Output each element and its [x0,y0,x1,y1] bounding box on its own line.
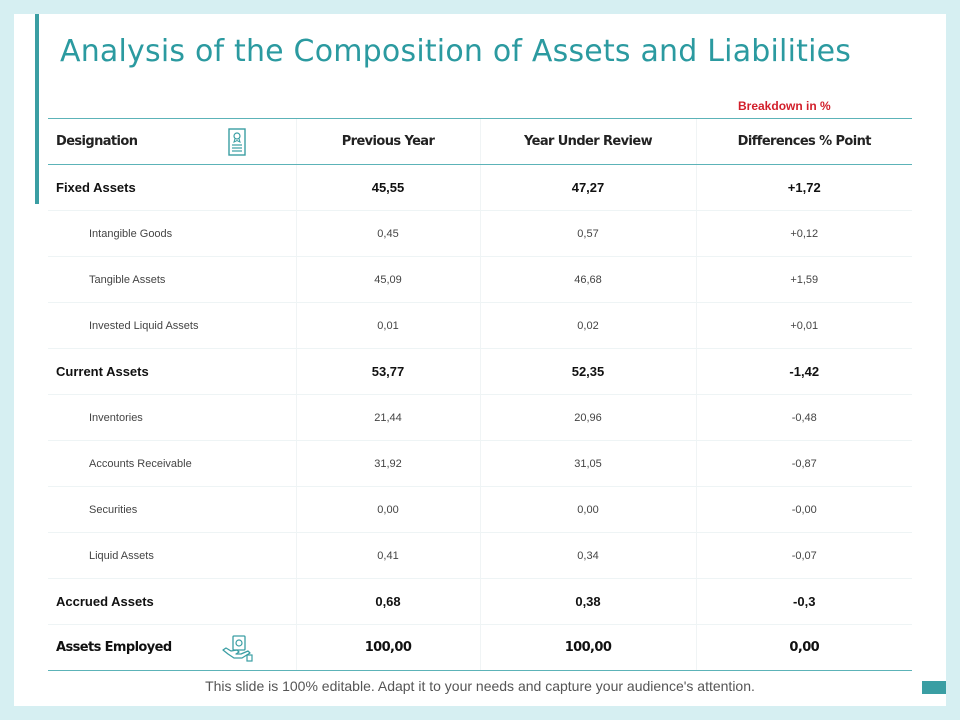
table-row: Fixed Assets 45,55 47,27 +1,72 [48,164,912,211]
review-year-value: 31,05 [479,440,696,487]
table-row: Tangible Assets 45,09 46,68 +1,59 [48,256,912,303]
review-year-value: 0,34 [479,532,696,579]
header-designation: Designation [56,134,138,149]
table-header-row: Designation Previous Year Year Under Rev… [48,118,912,165]
table-row: Intangible Goods 0,45 0,57 +0,12 [48,210,912,257]
previous-year-value: 0,68 [295,578,480,625]
previous-year-value: 0,41 [295,532,480,579]
difference-value: +0,12 [695,210,912,257]
review-year-value: 0,38 [479,578,696,625]
row-label: Tangible Assets [48,256,296,303]
previous-year-value: 53,77 [295,348,480,395]
header-differences: Differences % Point [695,118,912,165]
difference-value: +0,01 [695,302,912,349]
row-label: Current Assets [48,348,296,395]
total-review-year: 100,00 [479,624,696,671]
row-label: Fixed Assets [48,164,296,211]
previous-year-value: 0,45 [295,210,480,257]
header-year-under-review: Year Under Review [479,118,696,165]
table-row: Accounts Receivable 31,92 31,05 -0,87 [48,440,912,487]
review-year-value: 47,27 [479,164,696,211]
slide: Analysis of the Composition of Assets an… [14,14,946,706]
review-year-value: 52,35 [479,348,696,395]
total-label-cell: Assets Employed [48,624,296,671]
accent-bar [35,14,39,204]
difference-value: -0,48 [695,394,912,441]
difference-value: -0,87 [695,440,912,487]
table-row: Accrued Assets 0,68 0,38 -0,3 [48,578,912,625]
header-designation-cell: Designation [48,118,296,165]
review-year-value: 0,02 [479,302,696,349]
breakdown-note: Breakdown in % [738,99,831,113]
previous-year-value: 21,44 [295,394,480,441]
footer-note: This slide is 100% editable. Adapt it to… [205,678,755,694]
table-row: Inventories 21,44 20,96 -0,48 [48,394,912,441]
certificate-icon [228,127,246,156]
difference-value: -0,00 [695,486,912,533]
difference-value: +1,72 [695,164,912,211]
review-year-value: 0,00 [479,486,696,533]
previous-year-value: 0,00 [295,486,480,533]
previous-year-value: 0,01 [295,302,480,349]
total-label: Assets Employed [56,640,172,655]
review-year-value: 0,57 [479,210,696,257]
review-year-value: 20,96 [479,394,696,441]
difference-value: -0,07 [695,532,912,579]
total-difference: 0,00 [695,624,912,671]
total-previous-year: 100,00 [295,624,480,671]
difference-value: -0,3 [695,578,912,625]
table-row: Securities 0,00 0,00 -0,00 [48,486,912,533]
table-row: Invested Liquid Assets 0,01 0,02 +0,01 [48,302,912,349]
assets-table: Designation Previous Year Year Under Rev… [48,118,912,671]
previous-year-value: 45,55 [295,164,480,211]
difference-value: +1,59 [695,256,912,303]
row-label: Intangible Goods [48,210,296,257]
previous-year-value: 45,09 [295,256,480,303]
page-title: Analysis of the Composition of Assets an… [60,34,852,69]
table-row: Liquid Assets 0,41 0,34 -0,07 [48,532,912,579]
hand-money-icon [222,634,253,662]
row-label: Liquid Assets [48,532,296,579]
row-label: Accrued Assets [48,578,296,625]
row-label: Accounts Receivable [48,440,296,487]
total-row: Assets Employed 100,00 100,00 0,00 [48,624,912,671]
header-previous-year: Previous Year [295,118,480,165]
row-label: Invested Liquid Assets [48,302,296,349]
row-label: Securities [48,486,296,533]
table-row: Current Assets 53,77 52,35 -1,42 [48,348,912,395]
difference-value: -1,42 [695,348,912,395]
row-label: Inventories [48,394,296,441]
review-year-value: 46,68 [479,256,696,303]
previous-year-value: 31,92 [295,440,480,487]
corner-tab [922,681,946,694]
